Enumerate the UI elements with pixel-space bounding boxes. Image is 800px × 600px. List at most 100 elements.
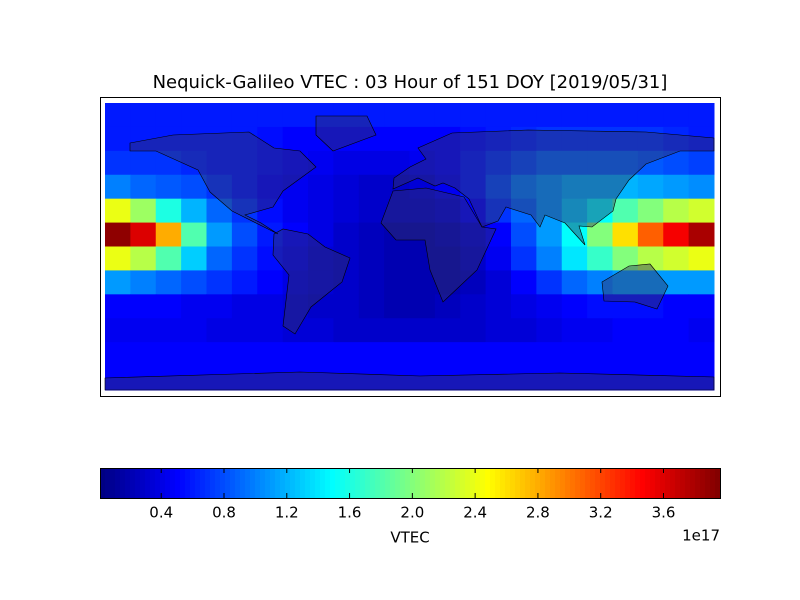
colorbar-segment xyxy=(520,468,526,498)
cell xyxy=(434,270,461,295)
cell xyxy=(206,198,233,224)
cell xyxy=(308,270,334,295)
cell xyxy=(511,222,537,247)
cell xyxy=(637,198,664,224)
land xyxy=(392,129,715,246)
cell xyxy=(358,318,385,343)
cell xyxy=(282,246,309,271)
cell xyxy=(409,318,436,343)
cell xyxy=(257,294,284,319)
colorbar-segment xyxy=(505,468,511,498)
colorbar-segment xyxy=(470,468,476,498)
land xyxy=(315,115,377,152)
cell xyxy=(663,174,690,200)
cell xyxy=(333,198,360,224)
cell xyxy=(333,222,360,247)
cell xyxy=(637,150,664,176)
cell xyxy=(105,270,131,295)
cell xyxy=(181,246,207,271)
cell xyxy=(485,342,512,367)
cell xyxy=(181,103,207,128)
cell xyxy=(612,103,639,128)
cell xyxy=(511,150,537,176)
cell xyxy=(105,222,131,247)
colorbar-segment xyxy=(270,468,276,498)
colorbar-segment xyxy=(100,468,106,498)
colorbar-segment xyxy=(105,468,111,498)
cell xyxy=(155,318,182,343)
colorbar-segment xyxy=(675,468,681,498)
cell xyxy=(409,126,436,152)
colorbar-segment xyxy=(210,468,216,498)
colorbar-segment xyxy=(705,468,711,498)
cell xyxy=(206,366,233,391)
cell xyxy=(105,198,131,224)
cell xyxy=(206,342,233,367)
cell xyxy=(308,342,334,367)
cell xyxy=(434,150,461,176)
cell xyxy=(282,318,309,343)
cell xyxy=(485,318,512,343)
colorbar-segment xyxy=(620,468,626,498)
cell xyxy=(384,126,410,152)
colorbar-segment xyxy=(650,468,656,498)
cell xyxy=(257,174,284,200)
cell xyxy=(460,294,487,319)
colorbar-segment xyxy=(230,468,236,498)
cell xyxy=(384,294,410,319)
cell xyxy=(206,103,233,128)
colorbar-segment xyxy=(460,468,466,498)
cell xyxy=(358,150,385,176)
cell xyxy=(663,294,690,319)
cell xyxy=(333,342,360,367)
cell xyxy=(612,126,639,152)
colorbar-segment xyxy=(560,468,566,498)
cell xyxy=(333,318,360,343)
cell xyxy=(282,366,309,391)
colorbar-segment xyxy=(320,468,326,498)
colorbar-segment xyxy=(635,468,641,498)
cell xyxy=(181,222,207,247)
cell xyxy=(105,126,131,152)
cell xyxy=(637,103,664,128)
cell xyxy=(460,174,487,200)
colorbar-segment xyxy=(550,468,556,498)
cell xyxy=(130,318,157,343)
land xyxy=(601,263,669,310)
cell xyxy=(206,222,233,247)
colorbar-segment xyxy=(455,468,461,498)
cell xyxy=(688,103,715,128)
cell xyxy=(612,294,639,319)
cell xyxy=(663,198,690,224)
cell xyxy=(536,174,563,200)
cell xyxy=(257,222,284,247)
cell xyxy=(257,126,284,152)
cell xyxy=(105,294,131,319)
cell xyxy=(434,198,461,224)
colorbar-segment xyxy=(375,468,381,498)
cell xyxy=(460,246,487,271)
colorbar-segment xyxy=(195,468,201,498)
cell xyxy=(130,150,157,176)
cell xyxy=(637,246,664,271)
cell xyxy=(409,270,436,295)
cell xyxy=(511,318,537,343)
cell xyxy=(105,103,131,128)
cell xyxy=(130,174,157,200)
colorbar-offset: 1e17 xyxy=(682,527,720,545)
cell xyxy=(561,198,588,224)
colorbar-segment xyxy=(540,468,546,498)
cell xyxy=(511,126,537,152)
cell xyxy=(206,174,233,200)
cell xyxy=(130,198,157,224)
colorbar-segment xyxy=(410,468,416,498)
heatmap xyxy=(105,103,715,391)
coastlines xyxy=(104,115,715,391)
cell xyxy=(688,294,715,319)
cell xyxy=(155,150,182,176)
colorbar-segment xyxy=(365,468,371,498)
colorbar-segment xyxy=(260,468,266,498)
chart-title: Nequick-Galileo VTEC : 03 Hour of 151 DO… xyxy=(153,72,668,93)
cell xyxy=(282,126,309,152)
